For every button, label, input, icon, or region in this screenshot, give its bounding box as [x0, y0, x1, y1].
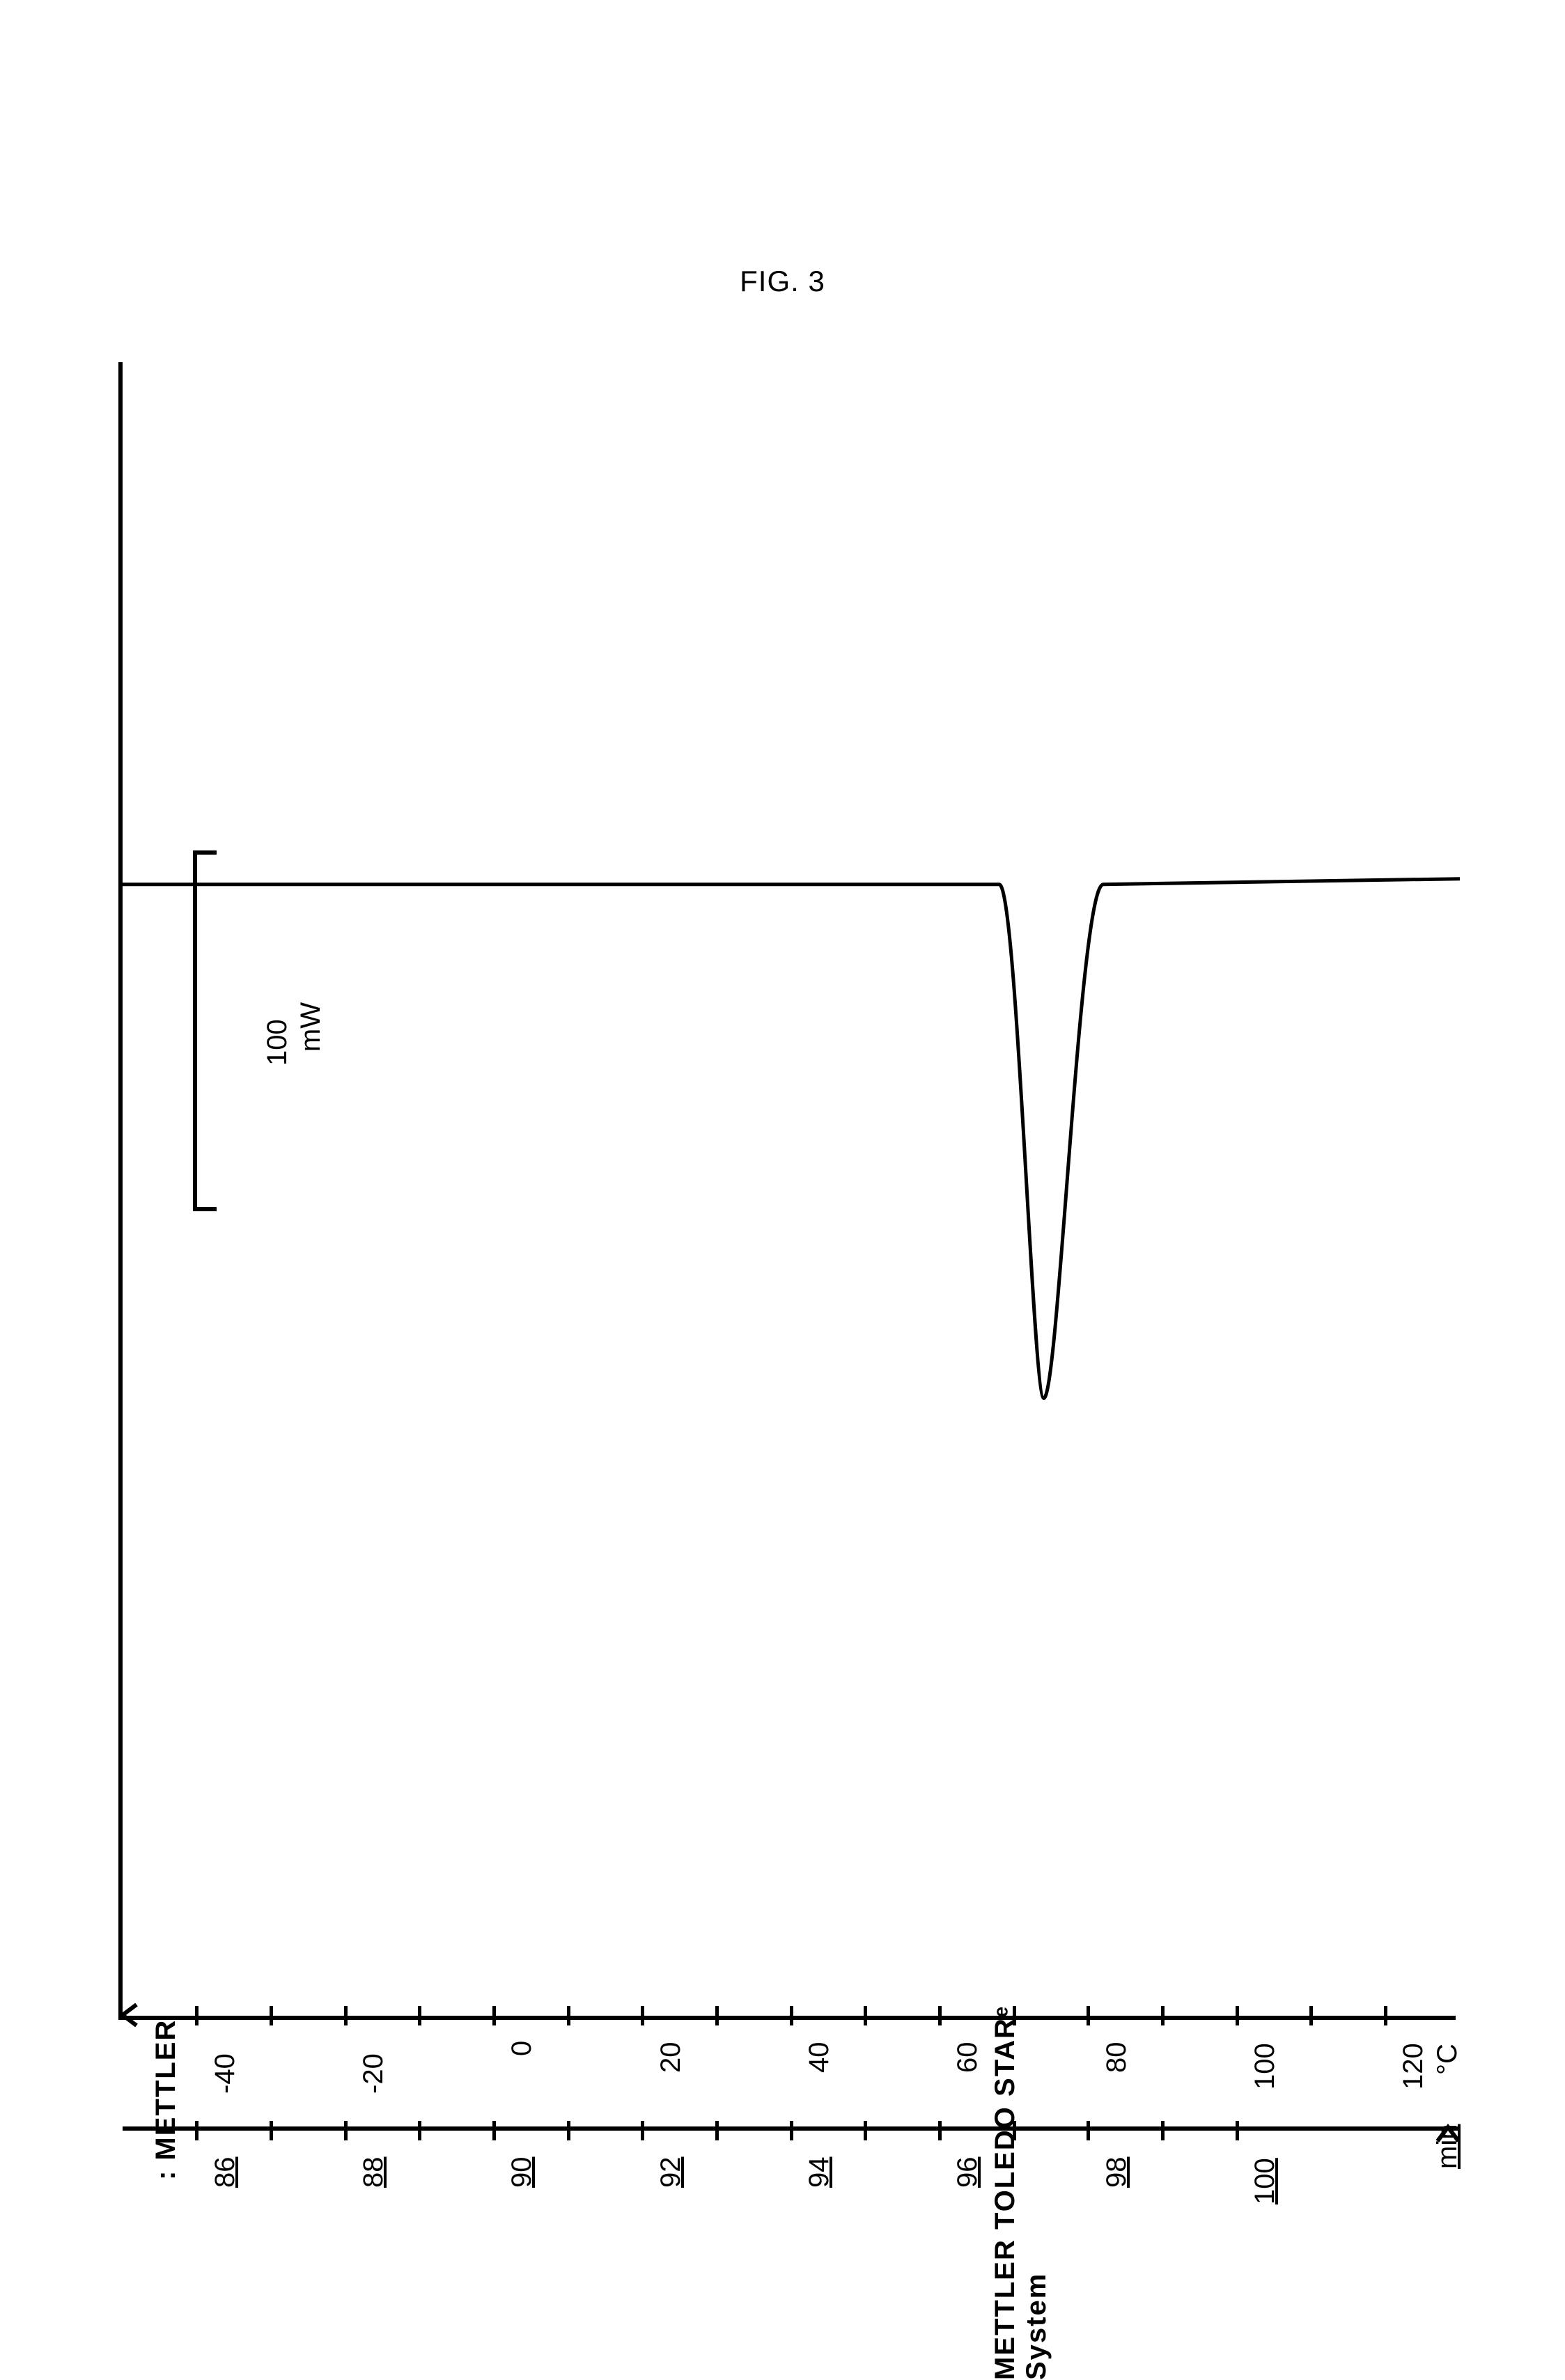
axis1-tick [1384, 2006, 1387, 2025]
axis1-tick-label: 40 [804, 2042, 835, 2074]
axis2-tick [195, 2121, 198, 2140]
axis2-minor-tick [864, 2121, 867, 2140]
axis1-tick [344, 2006, 348, 2025]
axis1-tick [790, 2006, 793, 2025]
axis1-tick-label: 20 [655, 2042, 687, 2074]
axis2-tick-label: 92 [655, 2157, 687, 2188]
axis1-tick [938, 2006, 942, 2025]
axis2-line [123, 2126, 1460, 2131]
axis1-minor-tick [1309, 2006, 1313, 2025]
axis2-tick [344, 2121, 348, 2140]
axis2-tick [1236, 2121, 1239, 2140]
axis2-tick [1087, 2121, 1090, 2140]
figure-title: FIG. 3 [740, 265, 825, 298]
plot-area: 100 mW -40-20020406080100120 86889092949… [118, 362, 1456, 2020]
page: FIG. 3 100 mW -40-20020406080100120 8688… [0, 0, 1565, 2218]
axis1-tick-label: 120 [1398, 2043, 1429, 2090]
axis1-tick [195, 2006, 198, 2025]
footer-left: : METTLER [150, 2019, 182, 2180]
axis1-tick [641, 2006, 644, 2025]
axis1-minor-tick [1161, 2006, 1165, 2025]
axis2-tick-label: 100 [1249, 2158, 1281, 2204]
axis2-tick-label: 96 [952, 2157, 983, 2188]
axis1-minor-tick [715, 2006, 719, 2025]
axis2-tick [492, 2121, 496, 2140]
axis2-tick [641, 2121, 644, 2140]
axis2-tick-label: 90 [506, 2157, 538, 2188]
axis2-tick [790, 2121, 793, 2140]
axis2-minor-tick [418, 2121, 421, 2140]
axis1-minor-tick [418, 2006, 421, 2025]
axis1-tick-label: 60 [952, 2042, 983, 2074]
axis2-minor-tick [270, 2121, 273, 2140]
dsc-curve [123, 362, 1460, 2020]
axis2-tick-label: 88 [358, 2157, 389, 2188]
axis1-tick-label: 100 [1249, 2043, 1281, 2090]
axis1-minor-tick [567, 2006, 570, 2025]
axis1-tick [492, 2006, 496, 2025]
axis2-tick-label: 98 [1101, 2157, 1132, 2188]
axis1-tick-label: -20 [358, 2053, 389, 2094]
axis1-tick [1236, 2006, 1239, 2025]
axis1-minor-tick [864, 2006, 867, 2025]
axis1-minor-tick [270, 2006, 273, 2025]
axis2-tick [938, 2121, 942, 2140]
axis2-minor-tick [715, 2121, 719, 2140]
axis1-tick-label: -40 [210, 2053, 241, 2094]
axis2-unit: min [1432, 2124, 1463, 2169]
axis2-minor-tick [567, 2121, 570, 2140]
footer-right: METTLER TOLEDO STARᵉ System [990, 1914, 1052, 2380]
axis2-minor-tick [1161, 2121, 1165, 2140]
axis2-tick-label: 86 [210, 2157, 241, 2188]
axis1-unit: °C [1432, 2044, 1463, 2075]
axis1-tick [1087, 2006, 1090, 2025]
axis1-tick-label: 0 [506, 2041, 538, 2056]
axis1-tick-label: 80 [1101, 2042, 1132, 2074]
axis2-tick-label: 94 [804, 2157, 835, 2188]
